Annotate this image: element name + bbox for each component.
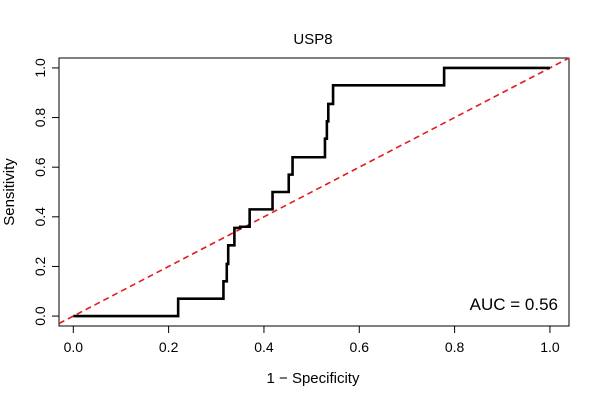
x-tick-label: 1.0: [540, 339, 560, 355]
roc-curve: [73, 66, 550, 318]
reference-diagonal-line: [58, 57, 570, 325]
plot-frame: [58, 57, 570, 327]
y-axis: 0.0 0.2 0.4 0.6 0.8 1.0: [32, 58, 60, 326]
x-axis: 0.0 0.2 0.4 0.6 0.8 1.0: [64, 325, 560, 355]
y-tick-label: 0.6: [32, 157, 48, 177]
series-layer: [58, 57, 570, 325]
y-tick-label: 1.0: [32, 58, 48, 78]
x-tick-label: 0.8: [445, 339, 465, 355]
y-tick-label: 0.4: [32, 207, 48, 227]
y-tick-label: 0.0: [32, 306, 48, 326]
x-tick-label: 0.2: [159, 339, 179, 355]
x-axis-label: 1 − Specificity: [267, 370, 360, 387]
y-tick-label: 0.8: [32, 108, 48, 128]
auc-annotation: AUC = 0.56: [470, 295, 558, 314]
x-tick-label: 0.4: [254, 339, 274, 355]
y-axis-label: Sensitivity: [1, 158, 18, 226]
x-tick-label: 0.6: [350, 339, 370, 355]
y-tick-label: 0.2: [32, 257, 48, 277]
x-tick-label: 0.0: [64, 339, 84, 355]
chart-title: USP8: [293, 31, 332, 48]
